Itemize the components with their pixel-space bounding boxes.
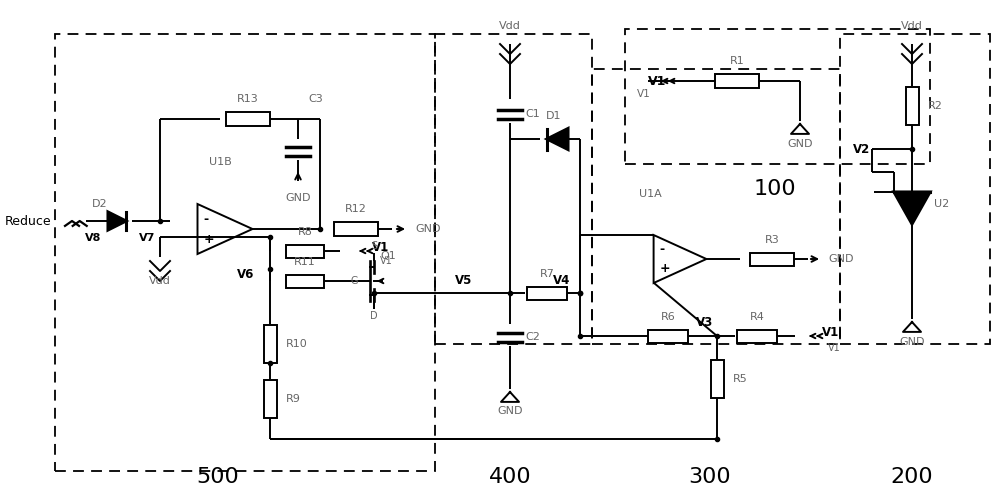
Text: V8: V8 (85, 233, 101, 243)
Text: V4: V4 (553, 274, 570, 287)
Text: 200: 200 (891, 467, 933, 487)
Text: GND: GND (828, 254, 854, 264)
Text: V3: V3 (696, 316, 713, 329)
Text: V1: V1 (828, 343, 841, 353)
Text: GND: GND (415, 224, 440, 234)
Bar (592, 69, 840, 344)
Text: R4: R4 (750, 312, 764, 322)
Text: R3: R3 (765, 235, 779, 245)
Text: R5: R5 (733, 374, 748, 384)
Polygon shape (894, 192, 930, 224)
Text: C3: C3 (308, 94, 323, 104)
Bar (750, 252, 794, 265)
Bar (435, 34, 592, 344)
Text: R12: R12 (345, 204, 367, 214)
Text: R7: R7 (540, 269, 554, 279)
Text: V1: V1 (372, 241, 389, 253)
Text: 500: 500 (197, 467, 239, 487)
Text: C1: C1 (525, 109, 540, 119)
Text: R11: R11 (294, 257, 316, 267)
Bar (264, 380, 276, 418)
Text: V1: V1 (648, 74, 666, 87)
Bar (286, 274, 324, 287)
Bar (55, 34, 435, 471)
Text: R8: R8 (298, 227, 312, 237)
Bar (334, 222, 378, 236)
Bar (715, 74, 759, 88)
Text: R9: R9 (286, 394, 301, 404)
Text: C2: C2 (525, 332, 540, 342)
Text: V1: V1 (822, 325, 839, 338)
Text: 400: 400 (489, 467, 531, 487)
Bar (226, 112, 270, 126)
Text: V1: V1 (380, 256, 393, 266)
Polygon shape (108, 212, 126, 230)
Text: GND: GND (285, 193, 311, 203)
Bar (648, 329, 688, 342)
Polygon shape (547, 129, 568, 150)
Text: U1B: U1B (209, 157, 231, 167)
Bar (840, 34, 990, 344)
Text: GND: GND (787, 139, 813, 149)
Text: Q1: Q1 (380, 251, 396, 261)
Text: R6: R6 (661, 312, 675, 322)
Text: D1: D1 (546, 111, 562, 121)
Bar (625, 29, 930, 164)
Text: 100: 100 (754, 179, 796, 199)
Text: +: + (660, 262, 670, 275)
Text: -: - (204, 213, 209, 226)
Text: Vdd: Vdd (901, 21, 923, 31)
Text: GND: GND (497, 406, 523, 416)
Text: U2: U2 (934, 199, 949, 209)
Text: -: - (660, 243, 665, 256)
Text: +: + (204, 233, 214, 246)
Bar (286, 245, 324, 257)
Bar (710, 360, 724, 398)
Text: R10: R10 (286, 339, 308, 349)
Text: D2: D2 (92, 199, 108, 209)
Text: V1: V1 (637, 89, 651, 99)
Bar (264, 325, 276, 363)
Text: R2: R2 (928, 101, 943, 111)
Text: V5: V5 (455, 274, 472, 287)
Text: GND: GND (899, 337, 925, 347)
Text: V6: V6 (237, 267, 254, 280)
Text: R13: R13 (237, 94, 259, 104)
Bar (527, 286, 567, 299)
Bar (737, 329, 777, 342)
Bar (906, 87, 918, 125)
Text: V7: V7 (139, 233, 155, 243)
Text: D: D (370, 311, 378, 321)
Text: Reduce: Reduce (5, 215, 52, 228)
Text: U1A: U1A (639, 189, 661, 199)
Text: 300: 300 (689, 467, 731, 487)
Text: G: G (351, 276, 358, 286)
Text: Vdd: Vdd (499, 21, 521, 31)
Text: V2: V2 (853, 143, 870, 156)
Text: Vdd: Vdd (149, 276, 171, 286)
Text: R1: R1 (730, 56, 744, 66)
Text: S: S (371, 241, 377, 251)
